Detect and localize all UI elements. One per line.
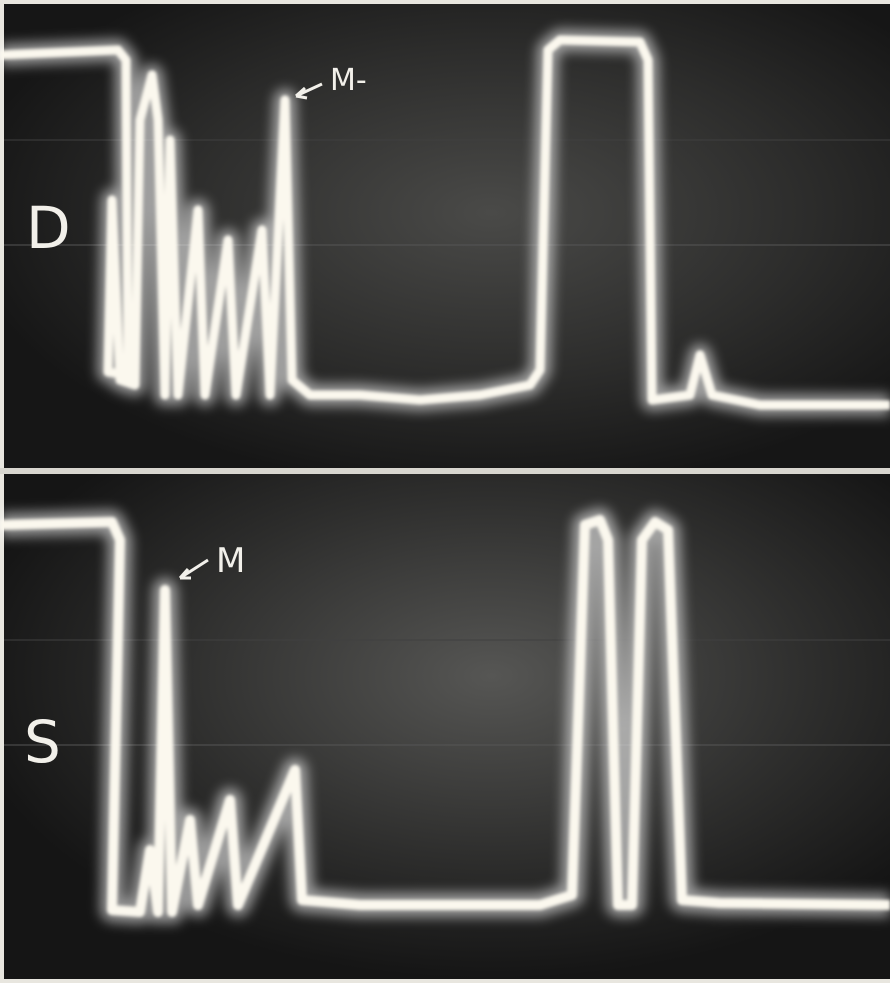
marker-label: M- [330, 63, 367, 98]
oscilloscope-photo: D M- S M [0, 0, 890, 983]
marker-label: M [216, 541, 245, 581]
divider [0, 468, 890, 474]
panel-label: D [26, 194, 71, 262]
page: D M- S M (() => { const data = JSON.pars… [0, 0, 890, 983]
panel-label: S [24, 708, 61, 776]
